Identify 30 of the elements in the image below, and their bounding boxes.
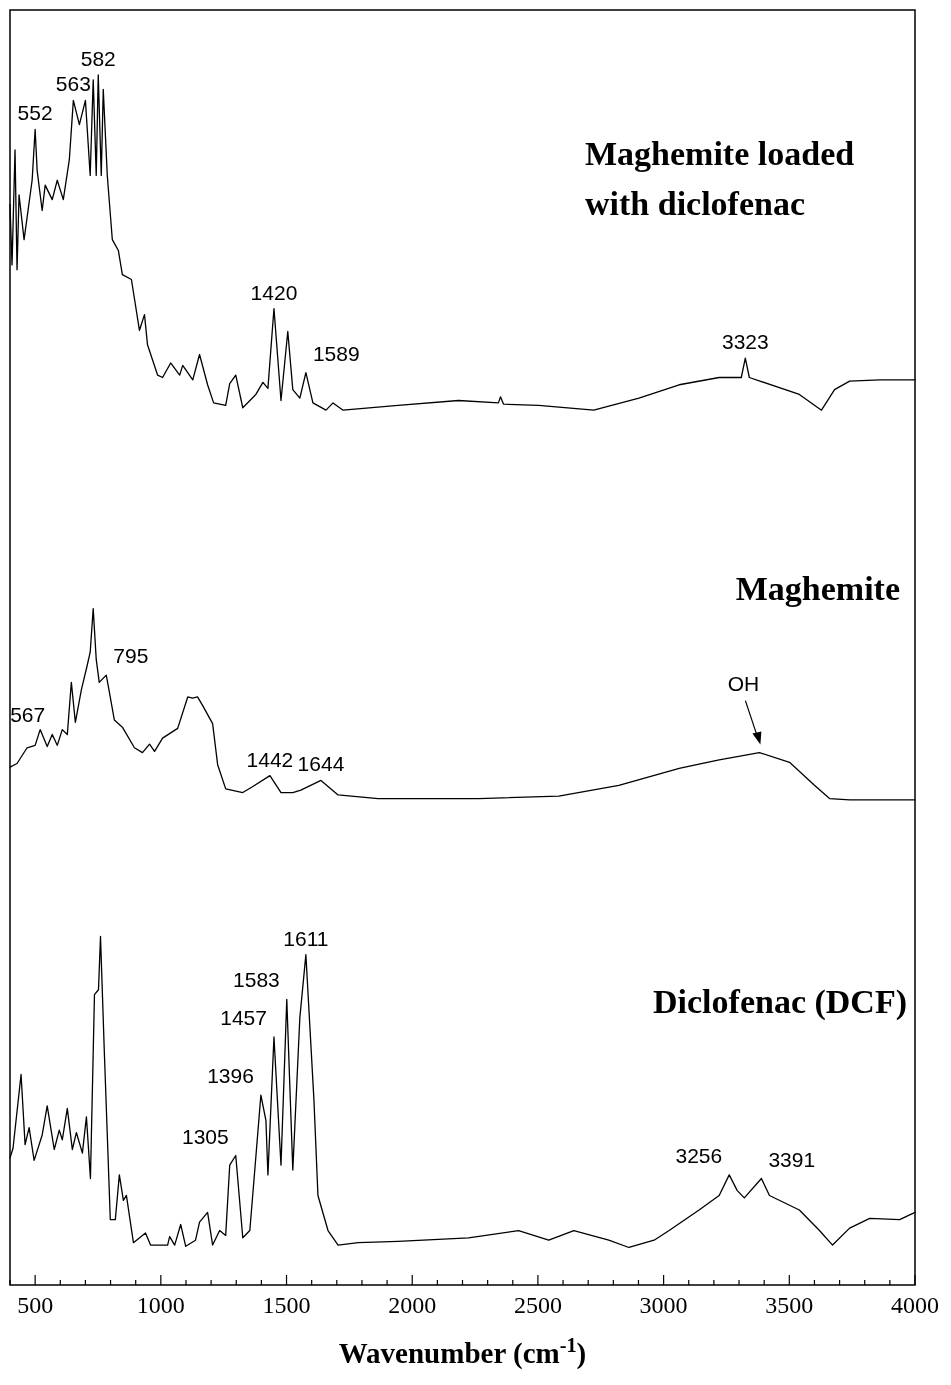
x-axis-title: Wavenumber (cm$^{-1}$) (338, 1334, 587, 1370)
x-tick-label: 2000 (388, 1292, 437, 1318)
annotation: 795 (113, 644, 149, 668)
annotation: 1442 (246, 747, 294, 771)
x-tick-label: 3500 (765, 1292, 814, 1318)
annotation: 1644 (297, 752, 345, 776)
x-tick-label: 500 (17, 1292, 54, 1318)
annotation: 1611 (283, 926, 329, 950)
annotation: Diclofenac (DCF) (653, 983, 907, 1021)
annotation: Maghemite loaded with diclofenac (585, 135, 855, 222)
x-tick-label: 3000 (639, 1292, 688, 1318)
x-tick-label: 4000 (891, 1292, 939, 1318)
x-tick-label: 1000 (136, 1292, 185, 1318)
annotation: 3391 (768, 1147, 816, 1171)
annotation: 1396 (207, 1064, 254, 1088)
annotation: 582 (80, 47, 116, 70)
annotation: 552 (17, 101, 53, 125)
annotation: 567 (10, 703, 46, 727)
annotation: 1305 (182, 1124, 229, 1148)
annotation: 3323 (721, 330, 769, 354)
annotation: 1583 (233, 968, 280, 992)
x-tick-label: 2500 (513, 1292, 562, 1318)
annotation: 1457 (220, 1005, 267, 1029)
annotation: 1420 (250, 280, 298, 304)
annotation: Maghemite (735, 570, 900, 607)
x-tick-label: 1500 (262, 1292, 311, 1318)
annotation: 563 (55, 72, 91, 96)
annotation: 1589 (312, 341, 360, 365)
annotation: 3256 (675, 1143, 723, 1167)
annotation: OH (727, 671, 760, 695)
